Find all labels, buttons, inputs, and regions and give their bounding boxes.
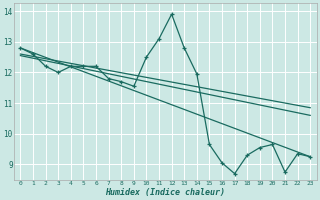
X-axis label: Humidex (Indice chaleur): Humidex (Indice chaleur) [105, 188, 225, 197]
